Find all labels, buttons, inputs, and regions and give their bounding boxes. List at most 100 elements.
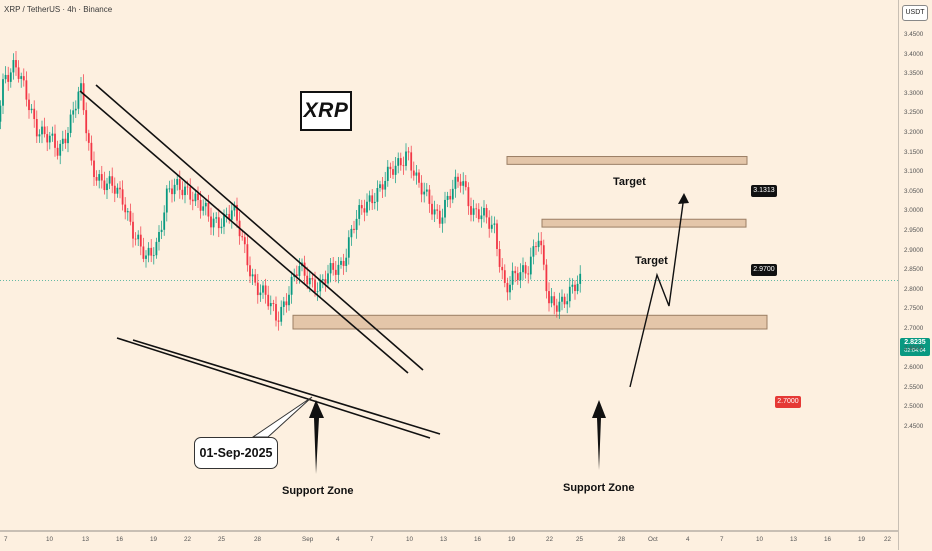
- candle-body: [368, 195, 371, 202]
- candle-body: [30, 108, 33, 111]
- y-tick-label: 3.2000: [904, 129, 924, 136]
- candle-body: [51, 133, 54, 136]
- candle-body: [259, 292, 262, 296]
- candle-body: [207, 202, 210, 217]
- candle-body: [212, 218, 215, 228]
- candle-body: [334, 269, 337, 275]
- candle-body: [82, 83, 85, 111]
- date-callout: 01-Sep-2025: [194, 437, 278, 469]
- candle-body: [4, 74, 7, 80]
- candle-body: [407, 151, 410, 153]
- candle-body: [397, 158, 400, 166]
- candle-body: [462, 181, 465, 186]
- candle-body: [178, 179, 181, 190]
- x-tick-label: 10: [406, 536, 414, 543]
- candle-body: [69, 114, 72, 133]
- candle-body: [579, 273, 582, 284]
- candle-body: [373, 201, 376, 204]
- countdown: 02:04:04: [904, 348, 926, 354]
- candle-body: [522, 265, 524, 273]
- candle-body: [264, 285, 267, 295]
- candle-body: [223, 214, 225, 227]
- candle-body: [85, 110, 88, 134]
- candle-body: [267, 294, 270, 307]
- x-tick-label: 19: [508, 536, 516, 543]
- candle-body: [485, 207, 488, 218]
- candle-body: [496, 223, 498, 250]
- candle-body: [20, 76, 23, 79]
- candle-body: [256, 282, 259, 296]
- y-tick-label: 2.6000: [904, 364, 924, 372]
- candle-body: [74, 108, 77, 111]
- candle-body: [327, 273, 329, 284]
- candle-body: [124, 204, 127, 213]
- candle-body: [441, 217, 444, 224]
- trendline-lower-inner: [132, 339, 441, 435]
- support-arrow-right: [592, 400, 606, 470]
- candle-body: [72, 110, 75, 115]
- target-label-lower: Target: [635, 255, 668, 267]
- candle-body: [392, 169, 394, 175]
- candle-body: [56, 147, 59, 156]
- candle-body: [163, 212, 166, 230]
- candle-body: [561, 296, 563, 302]
- candle-body: [511, 270, 514, 285]
- candle-body: [498, 249, 501, 267]
- candle-body: [316, 291, 319, 293]
- candle-body: [269, 303, 272, 307]
- candle-body: [202, 206, 205, 211]
- candle-body: [332, 263, 335, 270]
- currency-badge[interactable]: USDT: [902, 5, 928, 21]
- candle-body: [95, 177, 98, 181]
- candle-body: [111, 176, 114, 186]
- candle-body: [311, 278, 314, 280]
- candle-body: [503, 270, 506, 283]
- y-tick-label: 3.1500: [904, 148, 924, 156]
- candle-body: [428, 189, 431, 204]
- candle-body: [389, 166, 392, 170]
- time-axis[interactable]: [0, 531, 898, 551]
- candle-body: [41, 126, 43, 135]
- current-price: 2.8235: [904, 339, 926, 346]
- candle-body: [360, 205, 363, 209]
- candle-body: [438, 210, 441, 224]
- candle-body: [184, 186, 186, 196]
- trendline-upper-inner: [79, 90, 409, 374]
- candle-body: [399, 158, 402, 166]
- candle-body: [181, 189, 184, 196]
- candle-body: [288, 294, 290, 306]
- candle-body: [451, 188, 454, 200]
- candle-body: [176, 179, 179, 185]
- candle-body: [506, 282, 509, 293]
- candle-body: [67, 132, 69, 144]
- candle-body: [90, 142, 93, 161]
- x-tick-label: Oct: [648, 536, 658, 543]
- x-tick-label: 7: [370, 536, 374, 543]
- price-chart[interactable]: [0, 0, 898, 531]
- y-tick-label: 2.7000: [904, 325, 924, 332]
- candle-body: [350, 228, 353, 238]
- candle-body: [324, 279, 327, 284]
- candle-body: [262, 285, 264, 293]
- candle-body: [155, 241, 158, 256]
- candle-body: [147, 247, 150, 256]
- x-tick-label: 22: [546, 536, 554, 543]
- candle-body: [210, 216, 212, 228]
- candle-body: [98, 174, 101, 181]
- candle-body: [566, 301, 569, 305]
- candle-body: [116, 187, 119, 194]
- candle-body: [280, 306, 283, 322]
- candle-body: [160, 229, 163, 233]
- candle-body: [459, 181, 462, 186]
- candle-body: [574, 284, 576, 292]
- projection-arrowhead: [678, 193, 689, 204]
- price-axis[interactable]: [898, 0, 932, 550]
- candle-body: [230, 210, 233, 220]
- x-tick-label: 13: [790, 536, 798, 543]
- candle-body: [514, 270, 517, 274]
- candle-body: [467, 187, 470, 207]
- candle-body: [519, 272, 522, 281]
- y-tick-label: 3.2500: [904, 109, 924, 117]
- candle-body: [381, 184, 384, 190]
